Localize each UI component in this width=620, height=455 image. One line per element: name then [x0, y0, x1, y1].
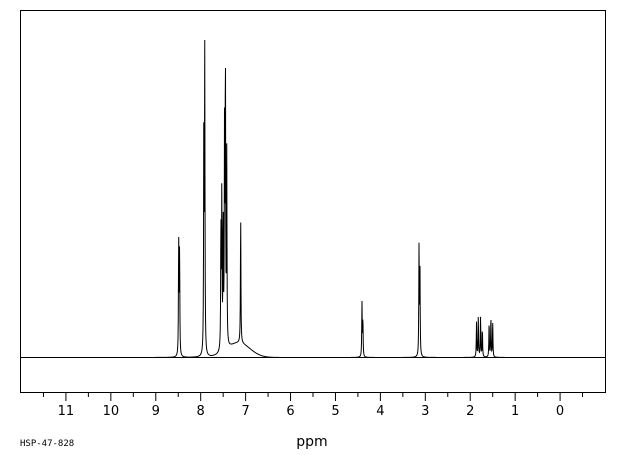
tick-label-5: 5 [331, 404, 339, 419]
x-axis-ticks: 11 10 9 8 7 6 5 4 3 2 1 0 [42, 393, 584, 419]
tick-label-1: 1 [511, 404, 519, 419]
tick-label-9: 9 [152, 404, 160, 419]
tick-label-4: 4 [376, 404, 384, 419]
x-axis-label: ppm [296, 434, 327, 450]
sample-id-label: HSP-47-828 [20, 439, 74, 449]
tick-label-6: 6 [286, 404, 294, 419]
tick-label-3: 3 [421, 404, 429, 419]
tick-label-8: 8 [197, 404, 205, 419]
spectrum-layer [21, 39, 605, 358]
tick-label-7: 7 [241, 404, 249, 419]
tick-label-2: 2 [466, 404, 474, 419]
plot-frame [20, 10, 606, 393]
spectrum-trace [21, 39, 605, 358]
tick-label-10: 10 [103, 404, 120, 419]
tick-label-0: 0 [556, 404, 564, 419]
tick-label-11: 11 [58, 404, 75, 419]
